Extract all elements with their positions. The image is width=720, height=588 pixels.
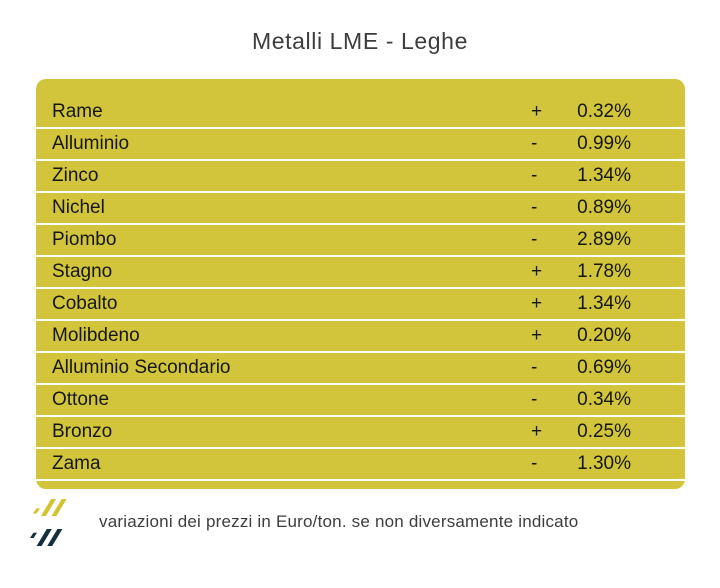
metal-name: Piombo xyxy=(52,229,117,250)
table-row: Cobalto +1.34% xyxy=(36,289,685,321)
logo-yellow-slashes xyxy=(33,499,67,516)
variation-value: 0.25% xyxy=(577,421,631,442)
page-title: Metalli LME - Leghe xyxy=(252,28,468,54)
table-row: Stagno +1.78% xyxy=(36,257,685,289)
table-row: Nichel - 0.89% xyxy=(36,193,685,225)
table-row: Alluminio Secondario - 0.69% xyxy=(36,353,685,385)
variation-sign: - xyxy=(531,165,538,186)
footer: variazioni dei prezzi in Euro/ton. se no… xyxy=(30,496,720,548)
variation-value: 2.89% xyxy=(577,229,631,250)
variation-sign: - xyxy=(531,453,538,474)
variation-value: 0.99% xyxy=(577,133,631,154)
variation-sign: + xyxy=(531,421,543,442)
variation-value: 0.32% xyxy=(577,101,631,122)
price-table: Rame +0.32% Alluminio - 0.99% Zinco - 1.34% Nich… xyxy=(36,79,685,489)
variation-sign: - xyxy=(531,229,538,250)
variation-value: 1.78% xyxy=(577,261,631,282)
logo-navy-slashes xyxy=(30,529,63,546)
variation-sign: - xyxy=(531,133,538,154)
metal-name: Nichel xyxy=(52,197,105,218)
variation-sign: + xyxy=(531,325,543,346)
variation-sign: + xyxy=(531,261,543,282)
footer-note: variazioni dei prezzi in Euro/ton. se no… xyxy=(99,512,579,531)
variation-sign: - xyxy=(531,197,538,218)
variation-value: 0.34% xyxy=(577,389,631,410)
variation-sign: - xyxy=(531,357,538,378)
variation-sign: - xyxy=(531,389,538,410)
variation-sign: + xyxy=(531,293,543,314)
variation-sign: + xyxy=(531,101,543,122)
metal-name: Rame xyxy=(52,101,103,122)
metal-name: Bronzo xyxy=(52,421,113,442)
metal-name: Alluminio Secondario xyxy=(52,357,231,378)
table-row: Zinco - 1.34% xyxy=(36,161,685,193)
table-row: Zama - 1.30% xyxy=(36,449,685,481)
metal-name: Cobalto xyxy=(52,293,118,314)
metal-name: Stagno xyxy=(52,261,113,282)
siderweb-slashes-logo-icon xyxy=(30,499,67,546)
table-row: Bronzo +0.25% xyxy=(36,417,685,449)
variation-value: 1.34% xyxy=(577,293,631,314)
metal-name: Ottone xyxy=(52,389,110,410)
metal-name: Alluminio xyxy=(52,133,130,154)
metal-name: Zinco xyxy=(52,165,99,186)
table-row: Ottone - 0.34% xyxy=(36,385,685,417)
metal-name: Molibdeno xyxy=(52,325,140,346)
variation-value: 0.89% xyxy=(577,197,631,218)
variation-value: 0.69% xyxy=(577,357,631,378)
table-row: Molibdeno +0.20% xyxy=(36,321,685,353)
metal-name: Zama xyxy=(52,453,101,474)
variation-value: 0.20% xyxy=(577,325,631,346)
table-row: Rame +0.32% xyxy=(36,97,685,129)
variation-value: 1.30% xyxy=(577,453,631,474)
table-row: Piombo - 2.89% xyxy=(36,225,685,257)
variation-value: 1.34% xyxy=(577,165,631,186)
table-row: Alluminio - 0.99% xyxy=(36,129,685,161)
